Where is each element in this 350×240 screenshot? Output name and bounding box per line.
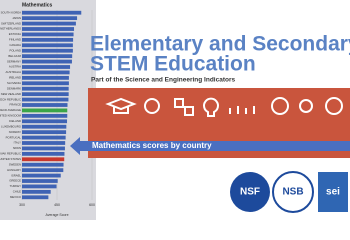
bar: [22, 27, 75, 31]
bar: [22, 16, 78, 21]
logo-nsf: [230, 172, 270, 212]
y-tick-label: TURKEY: [10, 184, 21, 188]
y-tick-label: AUSTRALIA: [5, 70, 21, 74]
y-tick-label: MEXICO: [10, 195, 22, 199]
y-tick-label: SLOVAK REPUBLIC: [0, 152, 21, 156]
x-tick-label: 450: [54, 203, 60, 207]
y-tick-label: CZECH REPUBLIC: [0, 97, 21, 101]
bar: [22, 81, 69, 86]
bar: [22, 86, 69, 91]
bar: [22, 184, 57, 189]
x-tick-label: 300: [19, 203, 25, 207]
bar: [22, 92, 69, 97]
bar: [22, 124, 67, 129]
chart-title: Mathematics: [22, 2, 53, 8]
icon-bulb: [203, 97, 219, 117]
icon-cap: [105, 97, 137, 114]
y-tick-label: HUNGARY: [7, 168, 21, 172]
bar: [22, 43, 73, 48]
y-tick-label: IRELAND: [9, 76, 21, 80]
y-tick-label: GREECE: [9, 179, 21, 183]
y-tick-label: NETHERLANDS: [0, 27, 21, 31]
bar: [22, 173, 61, 178]
arrow: [70, 137, 350, 155]
bar: [22, 141, 66, 145]
logo-text: NSB: [282, 187, 303, 198]
bar: [22, 135, 66, 140]
y-tick-label: SWITZERLAND: [1, 21, 21, 25]
x-axis-label: Average Score: [45, 213, 68, 217]
bar: [22, 151, 65, 156]
bar: [22, 70, 70, 75]
bar: [22, 168, 64, 173]
y-tick-label: UNITED KINGDOM: [0, 114, 22, 118]
y-tick-label: ICELAND: [9, 119, 21, 123]
y-tick-label: BELGIUM: [8, 54, 21, 58]
y-tick-label: DENMARK: [7, 86, 21, 90]
bar: [22, 54, 73, 59]
bar: [22, 195, 49, 200]
bar: [22, 130, 67, 135]
y-tick-label: SWEDEN: [9, 162, 21, 166]
icon-dice: [174, 98, 194, 116]
y-tick-label: NEW ZEALAND: [1, 92, 21, 96]
y-tick-label: NORWAY: [9, 130, 21, 134]
y-tick-label: SPAIN: [13, 146, 21, 150]
subtitle: Part of the Science and Engineering Indi…: [91, 77, 235, 84]
banner-caption: Mathematics scores by country: [92, 141, 212, 150]
bar: [22, 97, 69, 102]
logo-nsb: [272, 171, 314, 213]
bar: [22, 146, 65, 151]
title: STEM Education: [90, 53, 256, 76]
bar: [22, 59, 72, 64]
y-tick-label: GERMANY: [7, 59, 21, 63]
bar: [22, 119, 68, 124]
bar: [22, 10, 82, 15]
y-tick-label: OECD AVERAGE: [0, 108, 21, 112]
bar: [22, 37, 74, 42]
bar: [22, 162, 64, 167]
y-tick-label: SOUTH KOREA: [1, 10, 21, 14]
x-tick-label: 600: [89, 203, 95, 207]
bar: [22, 75, 69, 80]
bar: [22, 48, 73, 53]
y-tick-label: UNITED STATES: [0, 157, 21, 161]
bar: [22, 103, 68, 107]
y-tick-label: SLOVENIA: [7, 81, 21, 85]
bar: [22, 65, 71, 69]
icon-globe: [271, 97, 289, 115]
y-tick-label: POLAND: [9, 48, 21, 52]
icons: [105, 97, 343, 117]
logo-text: NSF: [240, 187, 260, 198]
y-tick-label: CANADA: [9, 43, 21, 47]
y-tick-label: ITALY: [14, 141, 21, 145]
icon-lab: [144, 98, 160, 114]
logo-text: sei: [326, 187, 340, 198]
y-tick-label: AUSTRIA: [9, 65, 21, 69]
canvas: Mathematics 300 450 600 SOUTH KOREA JAPANSWI…: [0, 0, 350, 220]
y-tick-label: ESTONIA: [9, 32, 21, 36]
title: Elementary and Secondary: [90, 33, 350, 56]
bar: [22, 189, 51, 194]
y-tick-label: FRANCE: [10, 103, 22, 107]
icon-people: [229, 106, 255, 114]
icon-sei: [325, 97, 343, 115]
y-tick-label: JAPAN: [12, 16, 21, 20]
bar: [22, 113, 68, 118]
logo-sei: [318, 172, 348, 212]
page: Mathematics 300 450 600 SOUTH KOREA JAPAN SWI…: [0, 0, 350, 220]
y-tick-label: PORTUGAL: [6, 135, 22, 139]
bar: [22, 179, 58, 183]
icon-apple: [299, 99, 313, 113]
y-tick-label: CHILE: [13, 190, 21, 194]
bar: [22, 108, 68, 113]
bar: [22, 32, 74, 37]
y-tick-label: FINLAND: [9, 38, 21, 42]
y-tick-label: LUXEMBOURG: [1, 124, 21, 128]
bar: [22, 157, 65, 162]
bar: [22, 21, 76, 26]
y-tick-label: ISRAEL: [11, 173, 21, 177]
